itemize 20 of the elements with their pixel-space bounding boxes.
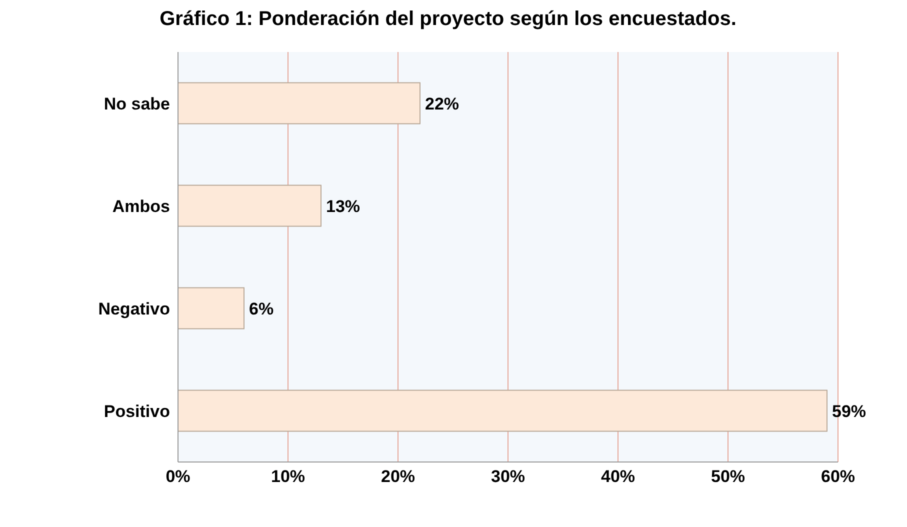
bar <box>178 184 322 227</box>
x-tick-label: 40% <box>600 467 636 486</box>
bar <box>178 287 244 330</box>
y-tick-label: No sabe <box>104 94 170 114</box>
x-tick-label: 20% <box>380 467 416 486</box>
data-label: 13% <box>326 196 360 216</box>
data-label: 22% <box>425 94 460 114</box>
y-tick-label: Negativo <box>98 299 170 318</box>
y-tick-label: Ambos <box>112 196 170 216</box>
bar <box>178 82 420 124</box>
x-tick-label: 30% <box>490 467 526 486</box>
x-tick-label: 10% <box>270 467 306 486</box>
data-label: 59% <box>832 402 866 421</box>
bar <box>178 390 828 432</box>
x-tick-label: 0% <box>166 467 190 486</box>
x-tick-label: 60% <box>820 467 856 486</box>
x-tick-label: 50% <box>710 467 746 486</box>
data-label: 6% <box>249 299 274 318</box>
y-tick-label: Positivo <box>104 402 170 421</box>
chart-title: Gráfico 1: Ponderación del proyecto según los encuestados. <box>158 8 738 32</box>
